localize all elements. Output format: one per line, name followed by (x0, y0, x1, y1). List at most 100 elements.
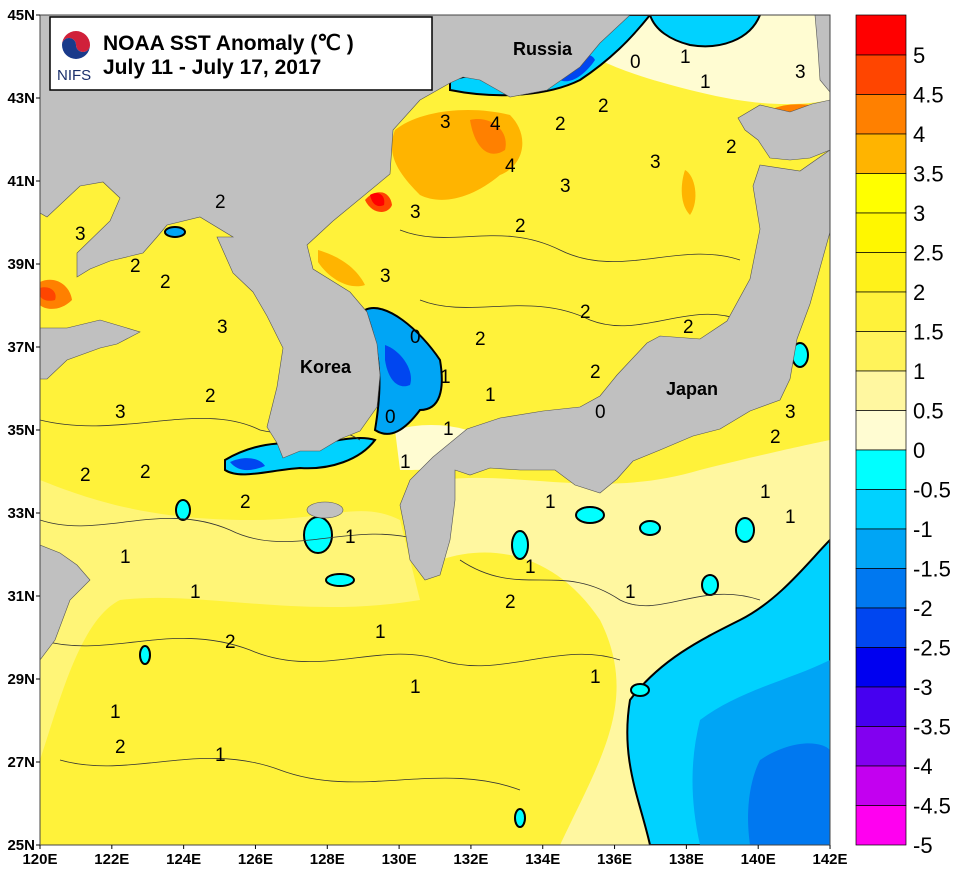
contour-label: 2 (160, 272, 171, 293)
contour-label: 1 (190, 582, 201, 603)
land-asia-mainland-korea (40, 15, 631, 459)
land-china-south-coast (40, 544, 91, 661)
contour-label: 2 (115, 737, 126, 758)
colorbar-label: -5 (913, 833, 933, 858)
longitude-axis: 120E 122E 124E 126E 128E 130E 132E 134E 136E 138E… (22, 845, 848, 868)
colorbar-label: -2.5 (913, 636, 951, 661)
colorbar-label: -4 (913, 754, 933, 779)
colorbar-label: 3 (913, 201, 925, 226)
lat-tick-label: 27N (7, 754, 35, 771)
lon-tick-label: 136E (597, 851, 632, 868)
contour-label: 1 (625, 582, 636, 603)
contour-label: 3 (115, 402, 126, 423)
colorbar-label: -1.5 (913, 557, 951, 582)
colorbar-bin (855, 410, 907, 451)
land-hokkaido (737, 99, 830, 161)
colorbar-label: 1 (913, 359, 925, 384)
colorbar-label: -4.5 (913, 794, 951, 819)
colorbar-bin (855, 291, 907, 332)
colorbar-label: 1.5 (913, 320, 944, 345)
contour-label: 1 (700, 72, 711, 93)
colorbar-label: 4 (913, 122, 925, 147)
place-label-japan: Japan (666, 379, 718, 399)
contour-label: 1 (590, 667, 601, 688)
colorbar-label: 0 (913, 438, 925, 463)
title-box: NIFS NOAA SST Anomaly (℃ ) July 11 - Jul… (49, 16, 433, 91)
colorbar-bin (855, 489, 907, 530)
land-masses (40, 15, 830, 661)
colorbar-bin (855, 686, 907, 727)
colorbar-bin (855, 133, 907, 174)
colorbar-bin (855, 726, 907, 767)
contour-label: 2 (598, 96, 609, 117)
contour-label: 3 (217, 317, 228, 338)
colorbar-bin (855, 212, 907, 253)
contour-label: 2 (580, 302, 591, 323)
figure-title: NOAA SST Anomaly (℃ ) (103, 32, 354, 55)
colorbar-bin (855, 370, 907, 411)
colorbar-label: 3.5 (913, 162, 944, 187)
colorbar-bin (855, 765, 907, 806)
lat-tick-label: 41N (7, 173, 35, 190)
contour-label: 2 (140, 462, 151, 483)
contour-label: 3 (440, 112, 451, 133)
colorbar-bin (855, 94, 907, 135)
lat-tick-label: 37N (7, 339, 35, 356)
contour-label: 3 (560, 176, 571, 197)
contour-label: 0 (385, 407, 396, 428)
contour-label: 1 (485, 385, 496, 406)
colorbar-label: -2 (913, 596, 933, 621)
contour-label: 1 (375, 622, 386, 643)
colorbar-label: 5 (913, 43, 925, 68)
contour-label: 3 (650, 152, 661, 173)
colorbar-label: 0.5 (913, 399, 944, 424)
colorbar-label: -3.5 (913, 715, 951, 740)
lon-tick-label: 122E (94, 851, 129, 868)
contour-label: 1 (120, 547, 131, 568)
lon-tick-label: 128E (310, 851, 345, 868)
contour-label: 3 (795, 62, 806, 83)
contour-label: 3 (785, 402, 796, 423)
lat-tick-label: 31N (7, 588, 35, 605)
colorbar-bin (855, 607, 907, 648)
contour-label: 1 (410, 677, 421, 698)
contour-label: 1 (215, 745, 226, 766)
contour-label: 1 (443, 419, 454, 440)
lon-tick-label: 132E (453, 851, 488, 868)
contour-label: 2 (475, 329, 486, 350)
contour-label: 1 (680, 47, 691, 68)
contour-label: 2 (130, 256, 141, 277)
contour-label: 1 (110, 702, 121, 723)
contour-label: 0 (410, 327, 421, 348)
contour-label: 0 (595, 402, 606, 423)
logo-text: NIFS (57, 67, 91, 84)
colorbar-bin (855, 647, 907, 688)
lon-tick-label: 130E (382, 851, 417, 868)
contour-label: 2 (590, 362, 601, 383)
lat-tick-label: 43N (7, 90, 35, 107)
lat-tick-label: 39N (7, 256, 35, 273)
land-japan (399, 149, 830, 581)
colorbar-label: -1 (913, 517, 933, 542)
colorbar-bin (855, 528, 907, 569)
contour-label: 1 (345, 527, 356, 548)
colorbar-bin (855, 14, 907, 56)
contour-label: 3 (410, 202, 421, 223)
land-sakhalin-coast (814, 15, 830, 93)
colorbar: 5 4.5 4 3.5 3 2.5 2 1.5 1 0.5 0 -0.5 -1 -1.5 -2 -2.5 -3 -… (855, 14, 951, 858)
place-label-korea: Korea (300, 357, 352, 377)
latitude-axis: 45N 43N 41N 39N 37N 35N 33N 31N 29N 27N 25N (7, 7, 40, 854)
nifs-logo: NIFS (57, 31, 91, 84)
colorbar-label: 4.5 (913, 83, 944, 108)
contour-label: 1 (545, 492, 556, 513)
contour-label: 2 (505, 592, 516, 613)
colorbar-label: 2 (913, 280, 925, 305)
contour-label: 2 (726, 137, 737, 158)
colorbar-label: -0.5 (913, 478, 951, 503)
lat-tick-label: 29N (7, 671, 35, 688)
colorbar-bin (855, 252, 907, 293)
contour-label: 2 (80, 465, 91, 486)
contour-label: 2 (555, 114, 566, 135)
